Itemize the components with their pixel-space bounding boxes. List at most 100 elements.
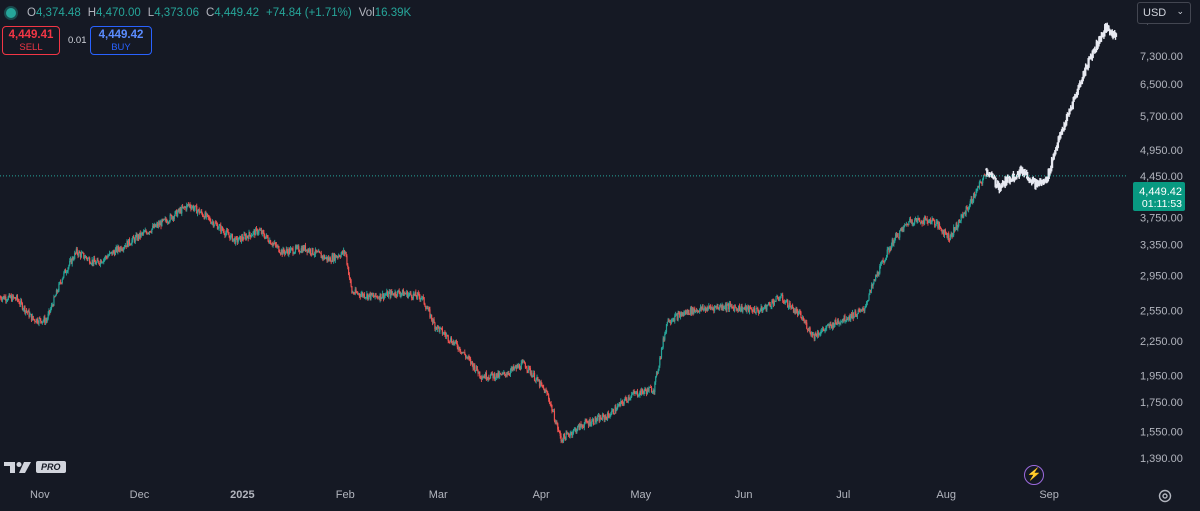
candle-body [742,308,744,312]
candle-body [853,316,855,319]
candle-body [103,258,106,260]
candle-body [637,395,639,397]
candle-body [245,235,248,240]
candle-body [347,264,349,267]
candle-body [208,217,210,219]
candle-body [592,419,595,424]
candle-body [79,251,81,254]
candle-body [968,205,971,208]
candle-body [767,302,770,305]
candle-body [708,305,710,309]
candle-body [658,365,660,370]
candle-body [123,247,125,250]
candle-body [797,311,799,316]
candle-body [656,372,658,374]
candle-body [814,332,816,339]
candle-body [60,282,63,284]
sell-button[interactable]: 4,449.41 SELL [2,26,60,55]
candle-body [936,221,938,223]
candle-body [437,325,439,328]
candle-body [71,257,73,264]
candle-body [249,232,251,235]
candle-body [978,182,980,188]
current-price-label: 4,449.42 [1139,186,1182,198]
candle-body [83,252,85,259]
candle-body [474,370,477,372]
ohlc-legend: O4,374.48 H4,470.00 L4,373.06 C4,449.42 … [6,5,411,21]
candle-body [281,249,283,255]
candle-body [250,234,252,238]
candle-body [433,319,435,323]
candle-body [128,239,131,245]
candle-body [842,319,844,322]
candle-body [674,315,676,322]
candle-body [101,262,103,264]
candle-body [444,332,446,335]
candle-body [538,380,540,382]
candle-body [476,366,478,371]
candle-body [681,312,683,316]
candle-body [17,299,19,302]
candle-body [69,258,72,261]
candle-body [786,299,788,302]
lightning-icon[interactable]: ⚡ [1024,465,1044,485]
candle-body [655,372,658,377]
candle-body [847,319,849,321]
candle-body [212,221,214,227]
candle-body [174,211,176,216]
candle-body [9,294,11,298]
candle-body [789,303,791,308]
currency-select[interactable]: USD ⌄ [1137,2,1191,24]
candle-body [108,255,110,257]
candle-body [582,427,585,428]
candle-body [146,232,148,235]
candle-body [611,410,613,415]
projection-candle [1049,171,1052,174]
candle-body [820,331,822,335]
candle-body [976,188,978,191]
candle-body [419,296,421,300]
candle-body [782,294,784,301]
candle-body [522,361,524,363]
candle-body [68,265,70,268]
candle-body [631,393,634,395]
candle-body [387,291,389,297]
candle-body [558,430,561,432]
candle-body [150,232,152,233]
candle-body [800,312,802,319]
candle-body [466,356,468,358]
y-tick-label: 1,950.00 [1140,371,1183,383]
candle-body [635,391,637,394]
candle-body [730,305,732,307]
close-value: 4,449.42 [214,7,260,19]
gear-icon[interactable] [1158,489,1172,503]
candle-body [186,204,188,210]
candle-body [643,391,645,394]
buy-button[interactable]: 4,449.42 BUY [90,26,152,55]
candle-body [162,218,165,221]
candle-body [404,293,406,295]
candle-body [905,223,907,226]
candle-body [308,249,310,252]
candle-body [605,416,607,418]
candle-body [464,352,466,355]
candle-body [25,310,28,312]
tradingview-logo[interactable]: PRO [4,459,66,475]
candle-body [740,305,742,310]
candle-body [421,296,424,298]
projection-candle [1056,142,1060,148]
candle-body [843,315,845,322]
candle-body [411,297,414,299]
candle-body [675,314,677,316]
candle-body [613,413,615,415]
candle-body [703,308,705,310]
candle-body [615,406,617,412]
candle-body [906,223,908,225]
candle-body [363,293,365,298]
candle-body [519,368,522,370]
candle-body [237,240,239,243]
candle-body [84,257,86,259]
candle-body [368,293,370,295]
buy-price: 4,449.42 [98,29,144,41]
